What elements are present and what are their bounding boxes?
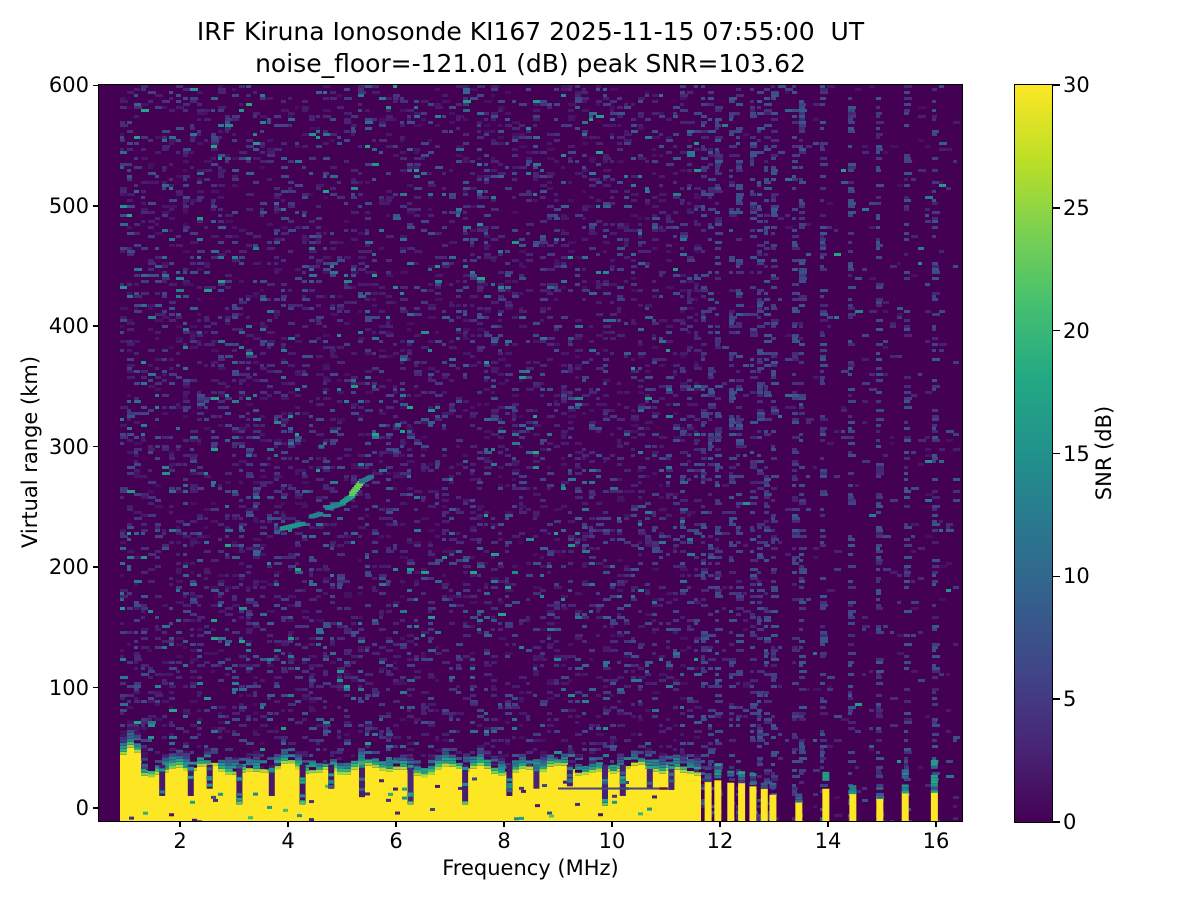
x-tick bbox=[827, 821, 829, 827]
x-tick-label: 6 bbox=[389, 829, 403, 853]
y-tick bbox=[92, 445, 99, 448]
colorbar-tick bbox=[1053, 821, 1060, 823]
colorbar-tick-label: 25 bbox=[1063, 195, 1090, 220]
y-tick bbox=[92, 686, 99, 689]
colorbar-tick-label: 5 bbox=[1063, 687, 1077, 712]
y-tick-label: 0 bbox=[75, 796, 89, 820]
colorbar-tick-label: 20 bbox=[1063, 318, 1090, 343]
x-tick-label: 2 bbox=[173, 829, 187, 853]
y-tick bbox=[92, 325, 99, 327]
y-tick bbox=[92, 807, 99, 809]
x-tick bbox=[287, 821, 289, 827]
x-tick bbox=[719, 821, 721, 827]
colorbar-tick bbox=[1053, 575, 1060, 578]
x-tick-label: 8 bbox=[497, 829, 511, 853]
x-tick bbox=[611, 821, 613, 827]
x-tick-label: 16 bbox=[922, 829, 950, 853]
x-axis-label: Frequency (MHz) bbox=[442, 856, 619, 880]
x-tick-label: 10 bbox=[598, 829, 626, 853]
x-tick bbox=[503, 821, 505, 827]
chart-title: IRF Kiruna Ionosonde KI167 2025-11-15 07… bbox=[196, 17, 865, 46]
y-tick-label: 300 bbox=[48, 434, 89, 459]
x-tick bbox=[179, 821, 181, 827]
colorbar-tick bbox=[1053, 207, 1060, 209]
colorbar-tick bbox=[1053, 84, 1060, 86]
y-tick-label: 100 bbox=[48, 675, 89, 700]
colorbar-tick bbox=[1053, 452, 1060, 455]
plot-frame bbox=[97, 83, 963, 822]
y-tick bbox=[92, 84, 99, 87]
ionogram-heatmap-canvas bbox=[98, 84, 962, 821]
y-tick-label: 200 bbox=[48, 555, 89, 580]
colorbar-tick bbox=[1053, 698, 1060, 700]
x-tick bbox=[935, 821, 937, 827]
chart-subtitle: noise_floor=-121.01 (dB) peak SNR=103.62 bbox=[255, 49, 806, 78]
colorbar-tick bbox=[1053, 329, 1060, 332]
x-tick-label: 12 bbox=[706, 829, 734, 853]
y-tick bbox=[92, 205, 99, 207]
x-tick bbox=[395, 821, 397, 827]
x-tick-label: 14 bbox=[814, 829, 842, 853]
y-tick-label: 600 bbox=[48, 73, 89, 98]
y-tick-label: 500 bbox=[48, 193, 89, 218]
y-tick bbox=[92, 566, 99, 568]
colorbar-tick-label: 0 bbox=[1063, 810, 1077, 834]
x-tick-label: 4 bbox=[281, 829, 295, 853]
colorbar bbox=[1014, 83, 1053, 823]
colorbar-tick-label: 10 bbox=[1063, 564, 1090, 589]
colorbar-tick-label: 30 bbox=[1063, 73, 1090, 97]
colorbar-gradient bbox=[1015, 84, 1052, 822]
colorbar-tick-label: 15 bbox=[1063, 441, 1090, 466]
y-tick-label: 400 bbox=[48, 314, 89, 339]
